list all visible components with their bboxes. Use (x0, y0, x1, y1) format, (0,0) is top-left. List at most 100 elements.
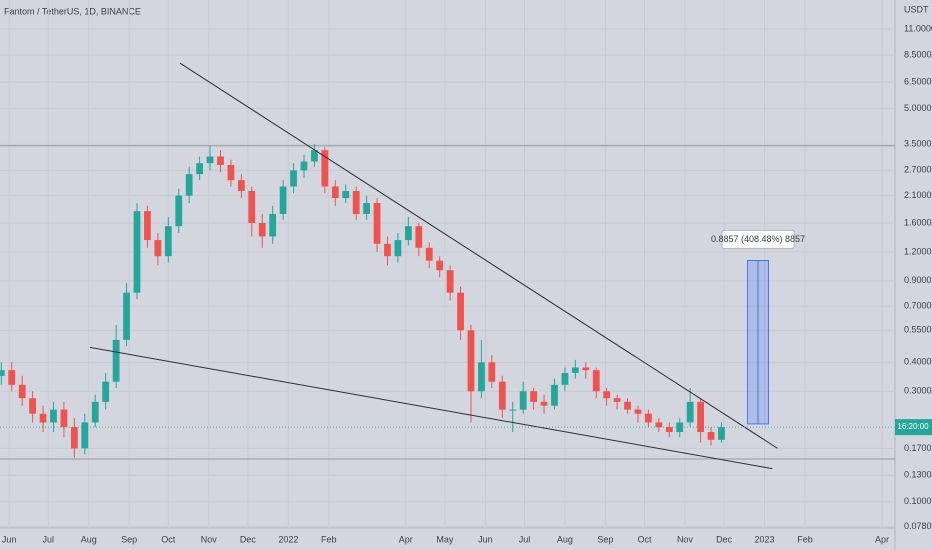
candle-body (603, 391, 611, 399)
x-tick-label: Sep (121, 534, 137, 544)
candle-body (655, 422, 663, 428)
candle-body (175, 195, 183, 227)
x-tick-label: Nov (201, 534, 218, 544)
candle-body (311, 150, 318, 162)
candle-body (269, 213, 277, 237)
candle-body (592, 370, 600, 392)
candle-body (425, 247, 433, 261)
y-tick-label: 5.0000 (904, 103, 932, 113)
candle-body (624, 401, 631, 410)
x-tick-label: Aug (557, 534, 573, 544)
candle-body (571, 367, 579, 373)
candle-body (446, 270, 454, 293)
candle-body (488, 362, 496, 382)
candle-body (613, 398, 621, 402)
x-tick-label: Sep (597, 534, 613, 544)
x-tick-label: Dec (716, 534, 733, 544)
candle-body (258, 222, 266, 237)
candle-body (154, 240, 162, 257)
candle-body (60, 409, 68, 428)
candle-body (50, 409, 57, 423)
y-tick-label: 0.1000 (904, 496, 932, 506)
candle-body (697, 401, 704, 433)
candle-body (686, 401, 694, 423)
candle-body (540, 401, 548, 406)
x-tick-label: Feb (321, 534, 337, 544)
candle-body (707, 432, 715, 440)
x-tick-label: May (436, 534, 454, 544)
candle-body (164, 226, 172, 257)
y-tick-label: 6.5000 (904, 76, 932, 86)
candle-body (206, 156, 214, 164)
candle-body (102, 381, 110, 402)
x-tick-label: Oct (637, 534, 652, 544)
y-tick-label: 2.1000 (904, 190, 932, 200)
candle-body (123, 292, 130, 340)
candle-body (133, 211, 141, 293)
candle-body (457, 292, 464, 331)
candle-body (394, 240, 402, 257)
candle-body (342, 190, 350, 199)
candle-body (404, 226, 412, 241)
measure-label-box (721, 229, 795, 249)
countdown: 16:20:00 (897, 422, 929, 431)
candle-body (582, 367, 590, 371)
candle-body (18, 384, 26, 399)
candle-body (436, 260, 444, 271)
candle-body (415, 226, 423, 248)
candle-body (8, 370, 16, 385)
candle-body (519, 391, 527, 410)
candle-body (665, 427, 673, 433)
candle-body (373, 203, 381, 244)
x-tick-label: Aug (81, 534, 97, 544)
candle-body (185, 174, 193, 196)
candle-body (718, 427, 725, 440)
candle-body (509, 409, 517, 411)
candle-body (227, 164, 235, 181)
x-tick-label: Feb (797, 534, 813, 544)
x-tick-label: Jun (478, 534, 493, 544)
x-tick-label: Oct (161, 534, 176, 544)
x-tick-label: Apr (875, 534, 889, 544)
candle-body (530, 391, 537, 402)
y-tick-label: 0.3000 (904, 386, 932, 396)
x-tick-label: 2023 (755, 534, 775, 544)
candle-body (478, 362, 485, 392)
chart-title: Fantom / TetherUS, 1D, BINANCE (4, 6, 141, 16)
measure-label: 0.8857 (408.48%) 8857 (711, 234, 805, 244)
candle-body (81, 422, 89, 449)
y-unit: USDT (904, 4, 929, 14)
candle-body (634, 409, 642, 414)
candle-body (363, 203, 371, 214)
x-tick-label: Dec (240, 534, 257, 544)
x-tick-label: Jul (43, 534, 55, 544)
trendline (89, 346, 773, 470)
y-tick-label: 0.1300 (904, 470, 932, 480)
x-tick-label: Jul (519, 534, 531, 544)
candle-body (39, 413, 47, 423)
candle-body (91, 401, 99, 423)
candle-body (248, 190, 256, 223)
candle-body (561, 372, 569, 385)
candle-body (384, 243, 391, 257)
candle-body (196, 163, 204, 175)
candle-body (300, 161, 308, 171)
x-tick-label: Apr (399, 534, 413, 544)
y-tick-label: 0.1700 (904, 443, 932, 453)
x-tick-label: Jun (2, 534, 17, 544)
y-tick-label: 8.5000 (904, 49, 932, 59)
y-tick-label: 0.0780 (904, 521, 932, 531)
candle-body (551, 384, 558, 406)
candle-body (144, 211, 151, 241)
x-tick-label: Nov (677, 534, 694, 544)
countdown-box (895, 419, 932, 436)
candle-body (467, 330, 475, 392)
candle-body (498, 381, 506, 410)
candle-body (217, 156, 224, 165)
candle-body (321, 150, 329, 187)
candle-body (112, 339, 120, 382)
candle-body (0, 370, 5, 376)
y-tick-label: 1.6000 (904, 217, 932, 227)
